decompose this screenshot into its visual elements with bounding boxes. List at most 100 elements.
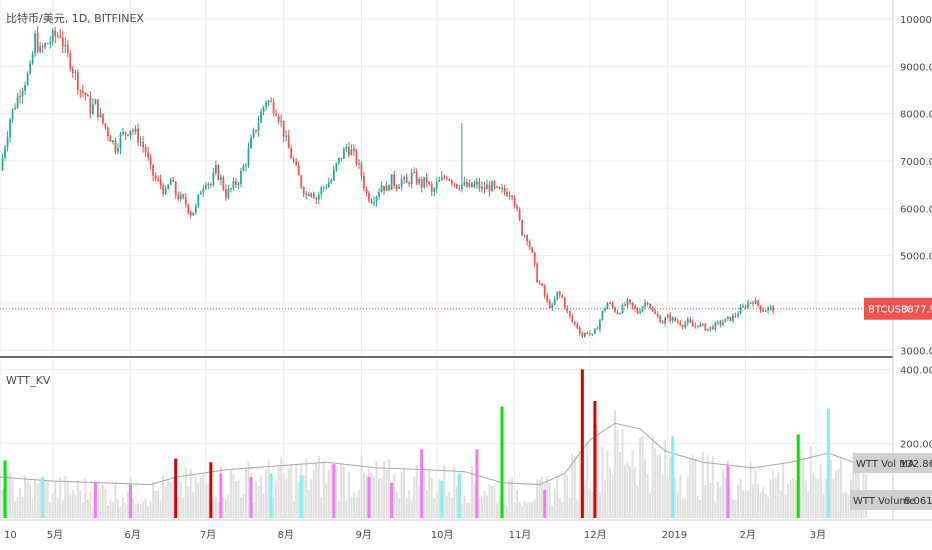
- candle-body: [292, 158, 295, 162]
- volume-bar: [839, 456, 842, 518]
- volume-bar: [222, 498, 225, 518]
- candle-body: [639, 311, 641, 314]
- candle-body: [403, 177, 406, 180]
- highlight-volume-bar: [543, 490, 547, 518]
- volume-bar: [14, 500, 17, 518]
- candle-body: [548, 301, 551, 309]
- volume-bar: [413, 476, 416, 518]
- candle-body: [19, 96, 21, 98]
- volume-bar: [646, 473, 649, 518]
- candle-body: [124, 132, 127, 135]
- volume-bar: [418, 484, 421, 518]
- volume-bar: [177, 496, 180, 518]
- volume-bar: [714, 501, 717, 518]
- volume-bar: [99, 488, 102, 518]
- volume-bar: [724, 477, 727, 518]
- candle-body: [734, 315, 737, 317]
- candle-body: [104, 123, 107, 128]
- volume-bar: [212, 499, 215, 518]
- candle-body: [596, 328, 599, 330]
- volume-bar: [556, 475, 559, 518]
- candle-body: [523, 235, 526, 237]
- volume-bar: [357, 489, 360, 518]
- volume-bar: [375, 461, 378, 518]
- volume-bar: [64, 476, 67, 518]
- candle-body: [197, 194, 200, 206]
- candle-body: [686, 319, 689, 324]
- candle-body: [669, 314, 672, 321]
- candle-body: [724, 318, 727, 323]
- volume-bar: [551, 505, 554, 518]
- volume-bar: [621, 429, 624, 518]
- volume-bar: [74, 495, 77, 518]
- candle-body: [493, 181, 496, 187]
- candle-body: [772, 306, 775, 312]
- volume-bar: [39, 481, 42, 518]
- volume-tick-label: 400.000: [900, 365, 932, 376]
- volume-bar: [696, 496, 699, 518]
- candle-body: [508, 195, 511, 197]
- candle-body: [204, 185, 207, 189]
- volume-bar: [847, 494, 850, 518]
- candle-body: [257, 122, 260, 132]
- time-tick-label: 7月: [200, 529, 216, 541]
- time-axis-ticks[interactable]: 10 5月 6月 7月 8月 9月 10月 11月 12月 2019 2月 3月: [4, 529, 826, 541]
- candle-body: [370, 200, 373, 204]
- candle-body: [440, 176, 443, 181]
- volume-bar: [679, 474, 682, 518]
- candle-body: [674, 317, 677, 321]
- volume-bar: [749, 461, 752, 518]
- volume-bar: [224, 498, 227, 518]
- volume-bar: [754, 469, 757, 518]
- candle-body: [398, 186, 400, 189]
- volume-bar: [202, 473, 205, 518]
- candle-body: [636, 308, 639, 314]
- candle-body: [277, 115, 280, 122]
- volume-bar: [588, 490, 591, 518]
- candle-body: [599, 319, 601, 330]
- candle-body: [137, 128, 139, 143]
- volume-bar: [398, 498, 401, 518]
- candle-body: [360, 163, 363, 177]
- candle-body: [189, 212, 192, 216]
- candle-body: [762, 310, 764, 312]
- price-tick-label: 3000.0: [900, 346, 932, 357]
- time-tick-label: 6月: [125, 529, 141, 541]
- candle-body: [255, 129, 257, 132]
- candle-body: [706, 328, 709, 331]
- volume-bar: [31, 498, 34, 518]
- volume-bar: [119, 507, 122, 518]
- volume-axis-ticks[interactable]: 400.000 200.000: [900, 365, 932, 450]
- volume-bar: [307, 489, 310, 518]
- candle-body: [558, 291, 561, 296]
- volume-bar: [684, 498, 687, 518]
- volume-bar: [691, 454, 694, 518]
- candle-body: [127, 134, 129, 136]
- candle-body: [332, 169, 335, 180]
- candle-body: [240, 170, 242, 185]
- volume-bar: [162, 475, 165, 518]
- time-tick-label: 9月: [355, 529, 371, 541]
- candle-body: [36, 33, 39, 52]
- volume-tick-label: 200.000: [900, 440, 932, 451]
- volume-bar: [516, 489, 519, 518]
- candle-body: [589, 333, 591, 335]
- volume-bar: [747, 490, 750, 518]
- candle-body: [729, 316, 732, 321]
- candle-body: [14, 107, 16, 110]
- volume-bar: [137, 503, 140, 518]
- candle-body: [179, 194, 182, 200]
- volume-bar: [144, 498, 147, 518]
- volume-bar: [164, 486, 167, 518]
- vol-ma-tag-value: 132.865: [900, 459, 932, 470]
- volume-bar: [234, 481, 237, 518]
- volume-bar: [576, 499, 579, 518]
- price-tick-label: 8000.0: [900, 110, 932, 121]
- volume-bar: [24, 475, 27, 518]
- candle-body: [433, 188, 436, 192]
- volume-bar: [312, 470, 315, 518]
- volume-bar: [285, 479, 288, 518]
- volume-bar: [769, 478, 772, 518]
- volume-bar: [89, 491, 92, 518]
- volume-bar: [204, 485, 207, 518]
